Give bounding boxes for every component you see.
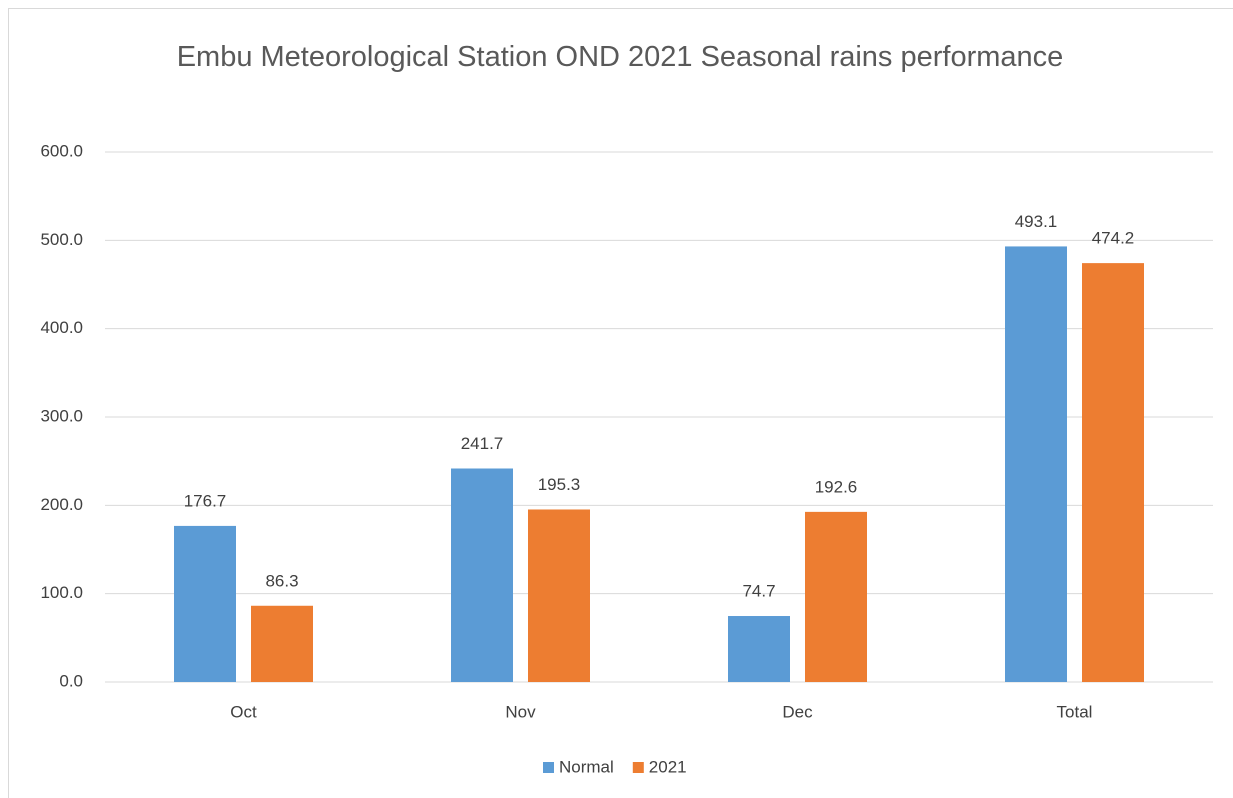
x-tick-label: Nov [505, 702, 536, 721]
legend-label: 2021 [649, 757, 687, 776]
bar [805, 511, 867, 682]
y-tick-label: 300.0 [40, 406, 83, 425]
data-label: 86.3 [265, 571, 298, 590]
legend-swatch [543, 762, 554, 773]
data-label: 195.3 [538, 475, 581, 494]
y-tick-label: 200.0 [40, 495, 83, 514]
y-tick-label: 400.0 [40, 318, 83, 337]
chart-title: Embu Meteorological Station OND 2021 Sea… [176, 41, 1064, 73]
y-tick-label: 100.0 [40, 583, 83, 602]
legend-swatch [632, 762, 644, 773]
data-label: 493.1 [1015, 212, 1058, 231]
y-tick-label: 500.0 [40, 230, 83, 249]
bar [174, 525, 236, 682]
x-tick-label: Oct [230, 702, 257, 721]
x-tick-label: Total [1057, 702, 1093, 721]
data-label: 176.7 [184, 491, 227, 510]
chart-border [8, 8, 1233, 798]
bar [1082, 263, 1144, 682]
x-tick-label: Dec [782, 702, 813, 721]
bar [528, 509, 590, 682]
data-label: 192.6 [815, 477, 858, 496]
data-label: 74.7 [742, 581, 775, 600]
bar [1005, 246, 1067, 682]
legend-label: Normal [559, 757, 614, 776]
bar [728, 616, 790, 682]
y-tick-label: 0.0 [59, 671, 83, 690]
data-label: 241.7 [461, 434, 504, 453]
data-label: 474.2 [1092, 229, 1135, 248]
y-tick-label: 600.0 [40, 141, 83, 160]
bar [451, 468, 513, 682]
bar [251, 605, 313, 682]
